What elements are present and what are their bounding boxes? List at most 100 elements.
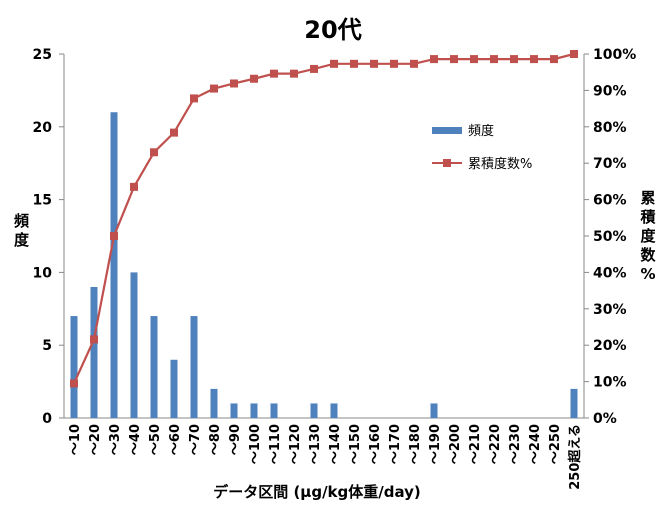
line-point [270,69,278,78]
legend-bar-swatch [432,127,462,134]
bar [110,112,118,419]
x-tick-label: ～100 [248,424,263,464]
x-tick-label: ～70 [188,424,203,455]
bar [570,388,578,418]
x-tick-label: ～50 [148,424,163,455]
x-ticks: ～10 ～20 ～30 ～40 ～50 ～60 ～70 ～80 ～90 ～100 ～110 ～120 ～… [68,424,583,490]
line-point [330,59,338,68]
x-tick-label: ～140 [328,424,343,464]
x-tick-label: ～250 [548,424,563,464]
left-y-tick-label: 25 [33,47,52,63]
cumulative-line [72,52,575,384]
left-y-axis-label: 頻度 [14,212,30,249]
left-y-tick-label: 20 [33,120,53,136]
line-point [230,79,238,88]
bar [250,403,258,418]
x-tick-label: 250超える [567,424,583,490]
line-point [90,335,98,344]
x-tick-label: ～40 [128,424,143,455]
right-y-tick-label: 90% [593,83,627,99]
x-tick-label: ～110 [268,424,283,464]
right-y-axis-label: 累積度数% [639,189,656,283]
line-point [150,148,158,157]
line-point [570,50,578,58]
line-point [490,55,498,64]
right-y-tick-label: 50% [593,229,627,245]
right-y-tick-label: 30% [593,302,627,318]
left-y-ticks: 0 5 10 15 20 25 [33,47,64,427]
x-tick-label: ～210 [468,424,483,464]
line-point [430,55,438,64]
bar [330,403,338,418]
bar [130,272,138,418]
bar [170,359,178,418]
x-tick-label: ～170 [388,424,403,464]
x-tick-label: ～30 [108,424,123,455]
line-point [170,128,178,137]
right-y-tick-label: 10% [593,375,627,391]
line-point [410,59,418,68]
x-tick-label: ～20 [88,424,103,455]
line-point [550,55,558,64]
x-tick-label: ～80 [208,424,223,455]
x-tick-label: ～220 [488,424,503,464]
legend: 頻度 累積度数% [432,123,532,172]
x-tick-label: ～130 [308,424,323,464]
x-tick-label: ～120 [288,424,303,464]
line-point [110,232,118,240]
line-series [70,50,578,388]
line-point [130,182,138,191]
line-point [190,94,198,103]
bar [150,316,158,418]
left-y-tick-label: 15 [33,193,52,209]
x-tick-label: ～60 [168,424,183,455]
axes [63,54,585,419]
line-point [210,84,218,93]
bar [70,316,78,418]
x-axis-label: データ区間 (μg/kg体重/day) [213,483,421,501]
bar [430,403,438,418]
x-tick-label: ～200 [448,424,463,464]
right-y-tick-label: 20% [593,338,627,354]
bar-series [70,112,578,419]
legend-line-marker [443,159,451,167]
line-point [450,55,458,64]
x-tick-label: ～230 [508,424,523,464]
bar [190,316,198,418]
left-y-tick-label: 0 [42,411,52,427]
line-point [70,379,78,388]
line-point [250,74,258,83]
right-y-ticks: 0% 10% 20% 30% 40% 50% 60% 70% 80% 90% 100% [584,47,636,427]
line-point [530,55,538,64]
x-tick-label: ～90 [228,424,243,455]
legend-bar-label: 頻度 [468,123,494,139]
bar [270,403,278,418]
bar [230,403,238,418]
line-point [390,59,398,68]
x-tick-label: ～160 [368,424,383,464]
line-point [290,69,298,78]
x-tick-label: ～190 [428,424,443,464]
x-tick-label: ～150 [348,424,363,464]
right-y-tick-label: 70% [593,156,627,172]
right-y-tick-label: 100% [593,47,636,63]
right-y-tick-label: 40% [593,265,627,281]
legend-line-label: 累積度数% [468,156,532,172]
right-y-tick-label: 0% [593,411,617,427]
left-y-tick-label: 5 [42,338,52,354]
line-point [510,55,518,64]
x-tick-label: ～10 [68,424,83,455]
chart-title: 20代 [304,16,361,44]
right-y-tick-label: 60% [593,193,627,209]
x-tick-label: ～240 [528,424,543,464]
right-y-tick-label: 80% [593,120,627,136]
left-y-tick-label: 10 [33,265,53,281]
bar [210,388,218,418]
x-tick-label: ～180 [408,424,423,464]
bar [90,286,98,418]
line-point [470,55,478,64]
line-point [370,59,378,68]
bar [310,403,318,418]
line-point [350,59,358,68]
